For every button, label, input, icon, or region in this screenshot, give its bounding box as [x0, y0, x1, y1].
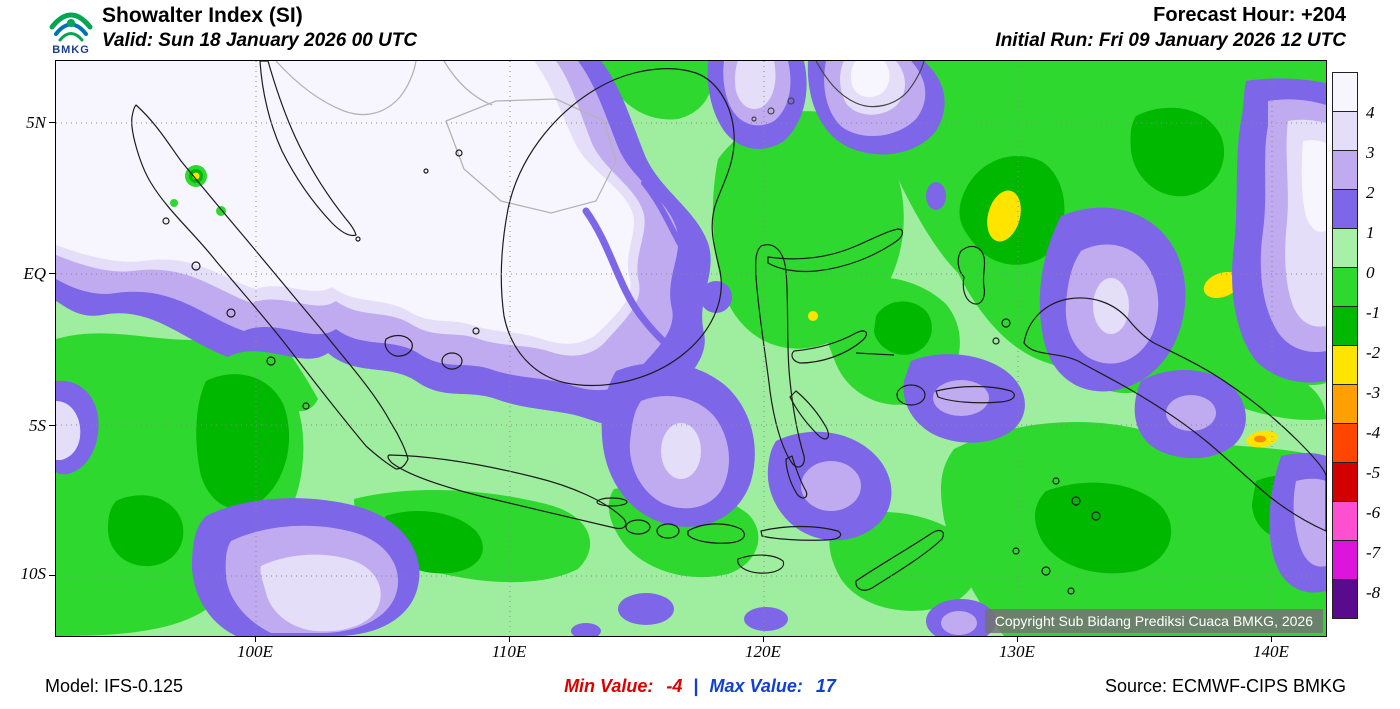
model-label: Model: IFS-0.125 — [45, 676, 184, 696]
legend-swatch — [1332, 267, 1358, 307]
lon-label-140e: 140E — [1253, 642, 1289, 661]
legend-label-m7: -7 — [1366, 543, 1381, 562]
legend-label-m8: -8 — [1366, 583, 1381, 602]
graticule — [56, 61, 1326, 636]
valid-time-label: Valid: Sun 18 January 2026 00 UTC — [102, 30, 418, 51]
lon-label-120e: 120E — [745, 642, 781, 661]
lat-label-10s: 10S — [20, 564, 47, 583]
legend-label-m3: -3 — [1366, 383, 1381, 402]
lat-tick — [49, 575, 55, 576]
legend-label-m2: -2 — [1366, 343, 1381, 362]
minmax-values: Min Value: -4 | Max Value: 17 — [0, 676, 1400, 697]
min-value-label: Min Value: — [564, 676, 654, 696]
legend-swatch — [1332, 540, 1358, 580]
si-stable-regions — [56, 61, 1326, 636]
copyright-overlay: Copyright Sub Bidang Prediksi Cuaca BMKG… — [984, 609, 1323, 633]
lon-tick — [1271, 636, 1272, 642]
lon-tick — [255, 636, 256, 642]
color-legend — [1332, 72, 1358, 619]
legend-swatch — [1332, 150, 1358, 190]
legend-label-m5: -5 — [1366, 463, 1381, 482]
lon-tick — [509, 636, 510, 642]
si-field-canvas — [56, 61, 1326, 636]
legend-label-4: 4 — [1366, 103, 1375, 122]
legend-label-3: 3 — [1366, 143, 1375, 162]
legend-swatch — [1332, 111, 1358, 151]
lon-label-100e: 100E — [237, 642, 273, 661]
coastlines — [131, 61, 1326, 595]
bmkg-logo-icon — [49, 12, 93, 42]
legend-label-m6: -6 — [1366, 503, 1381, 522]
lon-tick — [763, 636, 764, 642]
si-contour-map: Copyright Sub Bidang Prediksi Cuaca BMKG… — [55, 60, 1327, 637]
bmkg-logo-text: BMKG — [52, 44, 90, 56]
lon-tick — [1017, 636, 1018, 642]
page-title: Showalter Index (SI) — [102, 4, 303, 27]
lon-label-110e: 110E — [491, 642, 527, 661]
lat-tick — [49, 122, 55, 123]
legend-swatch — [1332, 501, 1358, 541]
max-value: 17 — [815, 676, 836, 696]
legend-swatch — [1332, 72, 1358, 112]
legend-swatch — [1332, 345, 1358, 385]
si-band-minus3-to-minus4 — [1254, 435, 1266, 443]
max-value-label: Max Value: — [709, 676, 803, 696]
legend-swatch — [1332, 306, 1358, 346]
legend-swatch — [1332, 423, 1358, 463]
legend-label-0: 0 — [1366, 263, 1375, 282]
si-local-minimum-bullseye — [170, 165, 226, 216]
initial-run-label: Initial Run: Fri 09 January 2026 12 UTC — [995, 30, 1346, 51]
lat-label-eq: EQ — [23, 264, 46, 283]
legend-label-m1: -1 — [1366, 303, 1381, 322]
lat-tick — [49, 425, 55, 426]
lat-label-5n: 5N — [26, 113, 46, 132]
legend-swatch — [1332, 462, 1358, 502]
maritime-boundaries — [275, 61, 617, 214]
legend-swatch — [1332, 579, 1358, 619]
bmkg-logo: BMKG — [44, 1, 98, 57]
legend-label-1: 1 — [1366, 223, 1375, 242]
legend-swatch — [1332, 228, 1358, 268]
legend-label-2: 2 — [1366, 183, 1375, 202]
lon-label-130e: 130E — [999, 642, 1035, 661]
min-value: -4 — [666, 676, 683, 696]
lat-tick — [49, 273, 55, 274]
minmax-separator: | — [693, 676, 699, 696]
legend-swatch — [1332, 189, 1358, 229]
legend-swatch — [1332, 384, 1358, 424]
si-band-minus2-to-minus3 — [808, 190, 1278, 448]
source-label: Source: ECMWF-CIPS BMKG — [1104, 676, 1346, 696]
lat-label-5s: 5S — [29, 416, 46, 435]
legend-label-m4: -4 — [1366, 423, 1381, 442]
forecast-hour-label: Forecast Hour: +204 — [1153, 4, 1346, 26]
